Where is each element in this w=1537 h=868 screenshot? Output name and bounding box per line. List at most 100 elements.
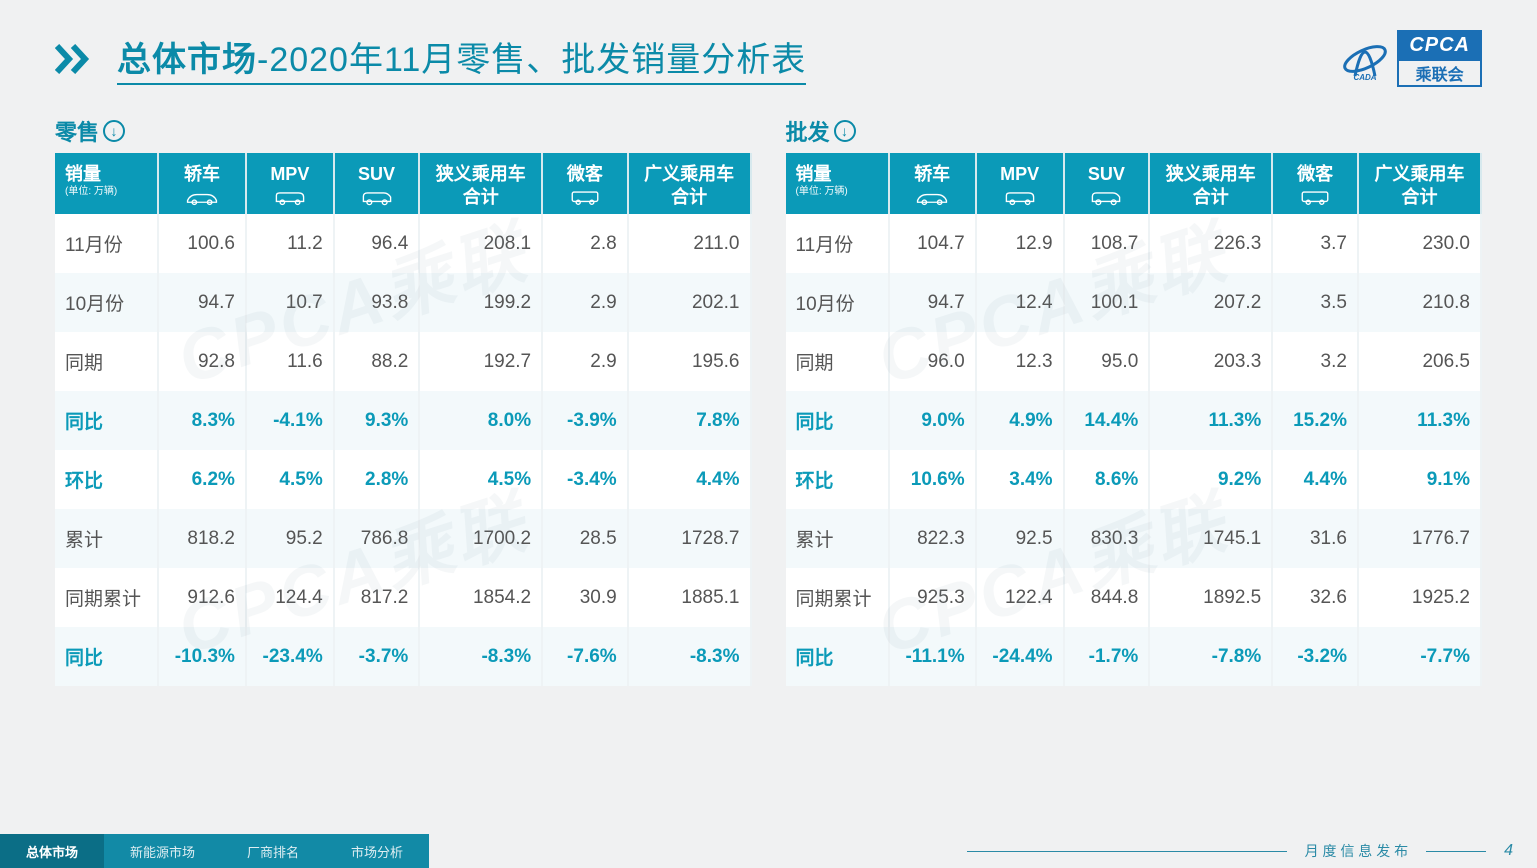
cell-value: -8.3%	[419, 627, 542, 686]
cell-value: 12.3	[976, 332, 1064, 391]
row-label: 同期累计	[786, 568, 889, 627]
column-header: 狭义乘用车合计	[1149, 153, 1272, 214]
tables-container: 零售 销量(单位: 万辆)轿车MPVSUV狭义乘用车合计微客广义乘用车合计 11…	[0, 97, 1537, 686]
table-row: 同比-10.3%-23.4%-3.7%-8.3%-7.6%-8.3%	[55, 627, 751, 686]
column-header: SUV	[334, 153, 420, 214]
row-label: 10月份	[55, 273, 158, 332]
title-bold: 总体市场	[117, 41, 257, 79]
cell-value: 1854.2	[419, 568, 542, 627]
retail-title-text: 零售	[55, 115, 99, 147]
cell-value: 96.4	[334, 214, 420, 273]
cell-value: 226.3	[1149, 214, 1272, 273]
footer-tab[interactable]: 厂商排名	[221, 834, 325, 868]
footer-tab[interactable]: 总体市场	[0, 834, 104, 868]
wholesale-table: 销量(单位: 万辆)轿车MPVSUV狭义乘用车合计微客广义乘用车合计 11月份1…	[786, 153, 1483, 686]
cell-value: 15.2%	[1272, 391, 1358, 450]
table-row: 累计818.295.2786.81700.228.51728.7	[55, 509, 751, 568]
cell-value: 1728.7	[628, 509, 751, 568]
cell-value: 1745.1	[1149, 509, 1272, 568]
footer-tab[interactable]: 新能源市场	[104, 834, 221, 868]
cell-value: 88.2	[334, 332, 420, 391]
row-label: 环比	[786, 450, 889, 509]
footer-right: 月 度 信 息 发 布 4	[967, 834, 1537, 868]
cell-value: 925.3	[889, 568, 976, 627]
table-row: 10月份94.712.4100.1207.23.5210.8	[786, 273, 1482, 332]
footer-line	[967, 851, 1287, 852]
cell-value: 10.7	[246, 273, 334, 332]
column-header: 微客	[1272, 153, 1358, 214]
column-header: MPV	[976, 153, 1064, 214]
cell-value: 2.8	[542, 214, 628, 273]
cell-value: 1700.2	[419, 509, 542, 568]
footer-tab[interactable]: 市场分析	[325, 834, 429, 868]
row-label: 10月份	[786, 273, 889, 332]
cell-value: 830.3	[1064, 509, 1150, 568]
cell-value: 9.2%	[1149, 450, 1272, 509]
column-header: 广义乘用车合计	[628, 153, 751, 214]
cell-value: 2.9	[542, 273, 628, 332]
row-label: 11月份	[55, 214, 158, 273]
cell-value: 11.2	[246, 214, 334, 273]
cell-value: 9.0%	[889, 391, 976, 450]
cell-value: 31.6	[1272, 509, 1358, 568]
cpca-logo: CPCA 乘联会	[1397, 30, 1482, 87]
cell-value: 9.3%	[334, 391, 420, 450]
cell-value: 124.4	[246, 568, 334, 627]
cell-value: 11.3%	[1149, 391, 1272, 450]
cell-value: 1925.2	[1358, 568, 1481, 627]
logo-group: CADA CPCA 乘联会	[1339, 30, 1482, 87]
table-row: 同期累计912.6124.4817.21854.230.91885.1	[55, 568, 751, 627]
cada-logo-icon: CADA	[1339, 35, 1391, 83]
column-header: 微客	[542, 153, 628, 214]
cell-value: 195.6	[628, 332, 751, 391]
cell-value: -10.3%	[158, 627, 246, 686]
cell-value: 206.5	[1358, 332, 1481, 391]
cell-value: 95.0	[1064, 332, 1150, 391]
cell-value: 210.8	[1358, 273, 1481, 332]
cpca-logo-text: CPCA	[1397, 30, 1482, 61]
cell-value: 11.3%	[1358, 391, 1481, 450]
column-header: 销量(单位: 万辆)	[55, 153, 158, 214]
cell-value: -8.3%	[628, 627, 751, 686]
down-arrow-icon	[834, 120, 856, 142]
column-header: 轿车	[158, 153, 246, 214]
cell-value: -7.6%	[542, 627, 628, 686]
row-label: 同比	[786, 627, 889, 686]
cell-value: 1885.1	[628, 568, 751, 627]
cell-value: 3.5	[1272, 273, 1358, 332]
cell-value: 94.7	[889, 273, 976, 332]
table-row: 11月份104.712.9108.7226.33.7230.0	[786, 214, 1482, 273]
footer-tabs: 总体市场新能源市场厂商排名市场分析	[0, 834, 429, 868]
column-header: 狭义乘用车合计	[419, 153, 542, 214]
cell-value: 4.5%	[246, 450, 334, 509]
row-label: 同比	[55, 627, 158, 686]
cell-value: 192.7	[419, 332, 542, 391]
column-header: SUV	[1064, 153, 1150, 214]
cell-value: 14.4%	[1064, 391, 1150, 450]
cell-value: 8.6%	[1064, 450, 1150, 509]
cell-value: -24.4%	[976, 627, 1064, 686]
cell-value: -3.9%	[542, 391, 628, 450]
page-title: 总体市场-2020年11月零售、批发销量分析表	[117, 32, 806, 85]
wholesale-block: 批发 销量(单位: 万辆)轿车MPVSUV狭义乘用车合计微客广义乘用车合计 11…	[786, 115, 1483, 686]
cell-value: 95.2	[246, 509, 334, 568]
cell-value: 1892.5	[1149, 568, 1272, 627]
svg-text:CADA: CADA	[1354, 73, 1377, 82]
cell-value: 12.4	[976, 273, 1064, 332]
column-header: 销量(单位: 万辆)	[786, 153, 889, 214]
column-header: 广义乘用车合计	[1358, 153, 1481, 214]
row-label: 同期累计	[55, 568, 158, 627]
footer-line	[1426, 851, 1486, 852]
cell-value: -3.7%	[334, 627, 420, 686]
cell-value: 108.7	[1064, 214, 1150, 273]
cell-value: 100.1	[1064, 273, 1150, 332]
row-label: 同期	[786, 332, 889, 391]
cell-value: 94.7	[158, 273, 246, 332]
wholesale-title: 批发	[786, 115, 1483, 147]
column-header: 轿车	[889, 153, 976, 214]
page-number: 4	[1504, 842, 1513, 860]
table-row: 同比8.3%-4.1%9.3%8.0%-3.9%7.8%	[55, 391, 751, 450]
cell-value: 8.3%	[158, 391, 246, 450]
cell-value: 7.8%	[628, 391, 751, 450]
cell-value: 4.9%	[976, 391, 1064, 450]
